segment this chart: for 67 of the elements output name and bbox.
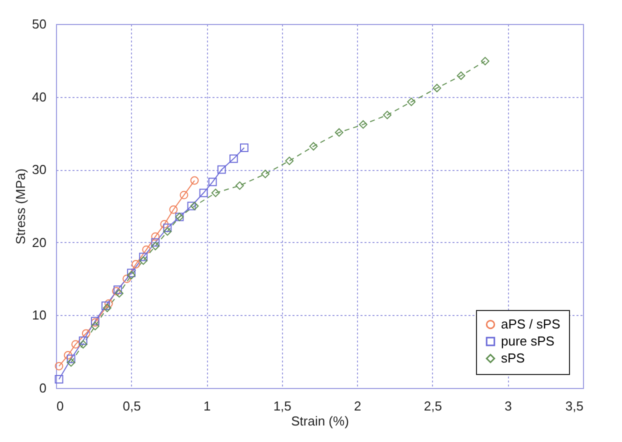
point — [78, 340, 88, 349]
y-tick-label: 20 — [32, 234, 46, 250]
x-tick-label: 3 — [504, 398, 512, 414]
point — [71, 340, 80, 349]
y-axis-title: Stress (MPa) — [13, 168, 28, 244]
point — [102, 304, 112, 312]
x-axis-title: Strain (%) — [291, 414, 349, 428]
x-tick-label: 3,5 — [565, 398, 584, 414]
point — [383, 110, 392, 120]
point — [64, 351, 72, 360]
point — [432, 84, 442, 92]
point — [240, 144, 248, 152]
point — [163, 227, 172, 236]
point — [358, 120, 368, 129]
point — [104, 299, 113, 308]
point — [54, 375, 64, 384]
point — [82, 329, 90, 338]
point — [261, 170, 270, 178]
point — [456, 71, 466, 80]
point — [66, 354, 76, 364]
point — [285, 156, 294, 166]
point — [151, 242, 160, 250]
point — [127, 268, 136, 278]
x-tick-label: 0 — [56, 398, 64, 414]
x-tick-label: 2 — [354, 398, 362, 414]
point — [190, 202, 199, 210]
y-tick-label: 30 — [32, 162, 46, 178]
y-tick-label: 40 — [32, 89, 46, 104]
y-tick-label: 0 — [39, 380, 46, 396]
point — [78, 336, 88, 345]
point — [101, 302, 110, 310]
point — [169, 205, 178, 214]
x-tick-label: 1 — [203, 398, 211, 414]
point — [160, 220, 169, 228]
point — [190, 176, 199, 185]
point — [235, 181, 244, 190]
y-tick-label: 10 — [32, 308, 46, 323]
point — [180, 190, 188, 200]
point — [199, 188, 208, 198]
point — [217, 165, 226, 174]
legend-label: sPS — [501, 350, 526, 366]
point — [54, 362, 64, 370]
point — [122, 274, 131, 283]
point — [142, 245, 151, 254]
legend-label: pure sPS — [501, 334, 555, 348]
point — [334, 128, 344, 137]
point — [208, 178, 217, 186]
x-tick-label: 0,5 — [122, 398, 141, 414]
point — [211, 188, 220, 198]
point — [151, 232, 160, 241]
x-tick-label: 1,5 — [273, 398, 292, 414]
point — [66, 358, 76, 367]
point — [163, 224, 172, 232]
legend-label: aPS / sPS — [501, 316, 561, 332]
x-tick-label: 2,5 — [424, 398, 442, 414]
point — [139, 252, 148, 262]
point — [187, 202, 196, 210]
point — [90, 322, 100, 330]
point — [151, 238, 160, 247]
point — [115, 289, 124, 298]
point — [139, 256, 148, 265]
point — [132, 260, 140, 268]
point — [407, 98, 416, 106]
point — [229, 154, 238, 163]
point — [309, 142, 318, 151]
y-tick-label: 50 — [32, 16, 46, 32]
point — [480, 56, 490, 66]
